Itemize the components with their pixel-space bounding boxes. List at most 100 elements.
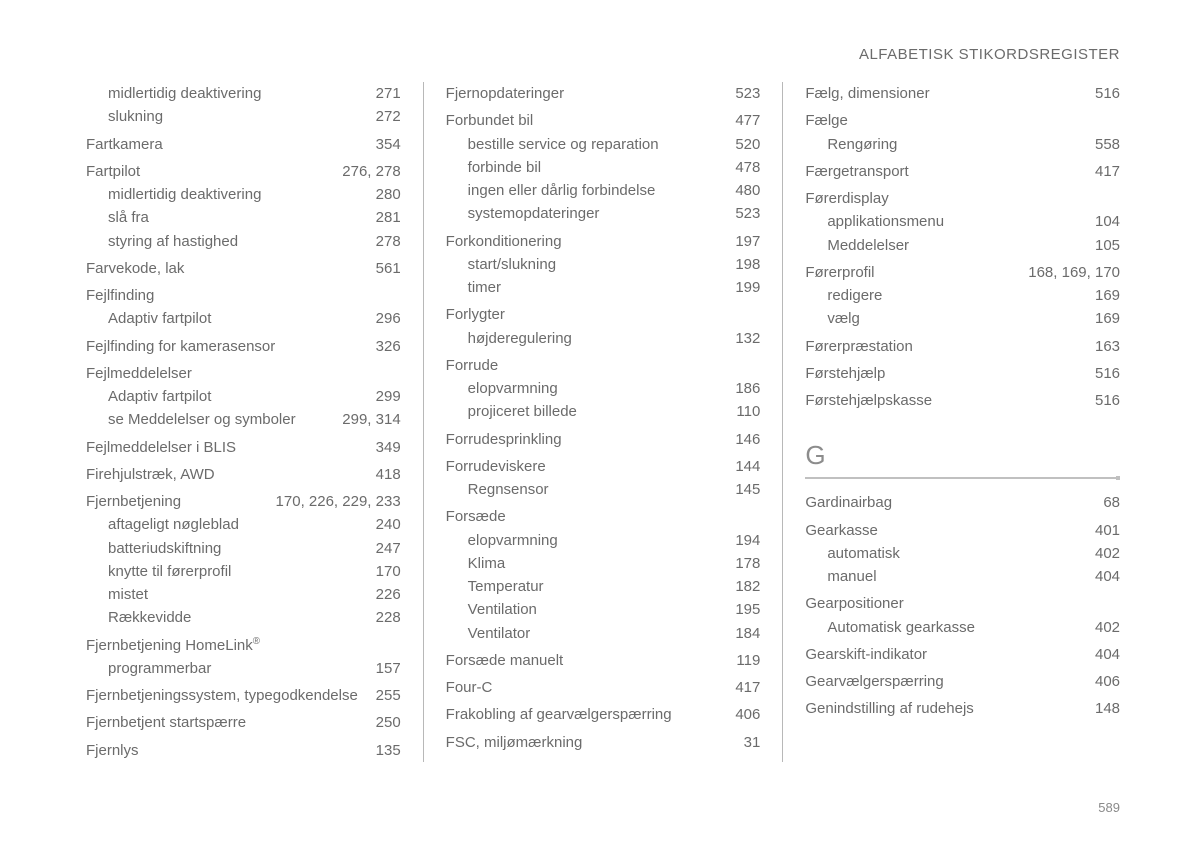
entry-page: 170 (376, 560, 401, 583)
index-group: Fejlfinding for kamerasensor326 (86, 335, 401, 358)
entry-label: ingen eller dårlig forbindelse (468, 179, 736, 202)
index-entry: Ventilator184 (446, 622, 761, 645)
entry-label: applikationsmenu (827, 210, 1095, 233)
index-entry: Farvekode, lak561 (86, 257, 401, 280)
entry-page: 402 (1095, 616, 1120, 639)
index-group: Forrudeelopvarmning186projiceret billede… (446, 354, 761, 424)
index-entry: Fartpilot276, 278 (86, 160, 401, 183)
index-group: Gearvælgerspærring406 (805, 670, 1120, 693)
entry-label: vælg (827, 307, 1095, 330)
index-group: FSC, miljømærkning31 (446, 731, 761, 754)
index-entry: knytte til førerprofil170 (86, 560, 401, 583)
entry-page: 278 (376, 230, 401, 253)
entry-label: Temperatur (468, 575, 736, 598)
entry-page: 31 (744, 731, 761, 754)
index-entry: Førerdisplay (805, 187, 1120, 210)
index-entry: Fejlfinding (86, 284, 401, 307)
index-entry: Forbundet bil477 (446, 109, 761, 132)
entry-page: 228 (376, 606, 401, 629)
entry-label: Forsæde (446, 505, 761, 528)
entry-label: projiceret billede (468, 400, 737, 423)
entry-page: 404 (1095, 643, 1120, 666)
entry-label: Fartpilot (86, 160, 342, 183)
entry-label: Regnsensor (468, 478, 736, 501)
entry-label: bestille service og reparation (468, 133, 736, 156)
entry-label: Fejlmeddelelser (86, 362, 401, 385)
entry-label: Adaptiv fartpilot (108, 307, 376, 330)
entry-label: Forrudesprinkling (446, 428, 736, 451)
entry-label: forbinde bil (468, 156, 736, 179)
index-group: Fjernbetjeningssystem, typegodkendelse25… (86, 684, 401, 707)
entry-page: 296 (376, 307, 401, 330)
entry-label: redigere (827, 284, 1095, 307)
index-entry: Forsæde (446, 505, 761, 528)
index-entry: Gearvælgerspærring406 (805, 670, 1120, 693)
entry-label: Forsæde manuelt (446, 649, 737, 672)
index-group: Førerprofil168, 169, 170redigere169vælg1… (805, 261, 1120, 331)
entry-page: 520 (735, 133, 760, 156)
index-entry: applikationsmenu104 (805, 210, 1120, 233)
entry-label: batteriudskiftning (108, 537, 376, 560)
index-group: Forbundet bil477bestille service og repa… (446, 109, 761, 225)
entry-page: 157 (376, 657, 401, 680)
column-1: midlertidig deaktivering 271slukning272 Fa… (86, 82, 423, 766)
entry-page: 417 (1095, 160, 1120, 183)
index-group: Fartpilot276, 278midlertidig deaktiverin… (86, 160, 401, 253)
entry-page: 417 (735, 676, 760, 699)
index-entry: bestille service og reparation520 (446, 133, 761, 156)
entry-label: Forrude (446, 354, 761, 377)
entry-page: 406 (1095, 670, 1120, 693)
entry-label: Gearvælgerspærring (805, 670, 1095, 693)
entry-label: slå fra (108, 206, 376, 229)
entry-label: Fjernbetjening HomeLink® (86, 634, 401, 657)
entry-label: Gardinairbag (805, 491, 1103, 514)
index-entry: Førstehjælpskasse516 (805, 389, 1120, 412)
index-entry: elopvarmning186 (446, 377, 761, 400)
entry-label: Førerpræstation (805, 335, 1095, 358)
index-entry: Forsæde manuelt119 (446, 649, 761, 672)
entry-label: Fjernbetjent startspærre (86, 711, 376, 734)
index-entry: automatisk402 (805, 542, 1120, 565)
entry-label: Fartkamera (86, 133, 376, 156)
index-entry: Gearpositioner (805, 592, 1120, 615)
index-entry: Adaptiv fartpilot296 (86, 307, 401, 330)
index-group: Førerdisplayapplikationsmenu104Meddelels… (805, 187, 1120, 257)
entry-label: timer (468, 276, 736, 299)
entry-page: 349 (376, 436, 401, 459)
entry-label: elopvarmning (468, 377, 736, 400)
entry-page: 418 (376, 463, 401, 486)
entry-label: Fjernlys (86, 739, 376, 762)
index-columns: midlertidig deaktivering 271slukning272 Fa… (86, 82, 1120, 766)
entry-label: mistet (108, 583, 376, 606)
index-group: Fjernbetjening170, 226, 229, 233aftageli… (86, 490, 401, 630)
entry-label: Førstehjælp (805, 362, 1095, 385)
index-entry: systemopdateringer523 (446, 202, 761, 225)
entry-page: 104 (1095, 210, 1120, 233)
index-entry: Fjernbetjening HomeLink® (86, 634, 401, 657)
index-entry: slukning272 (86, 105, 401, 128)
index-group: Gearskift-indikator404 (805, 643, 1120, 666)
index-group: Fjernbetjening HomeLink®programmerbar157 (86, 634, 401, 681)
entry-page: 240 (376, 513, 401, 536)
index-group: GearpositionerAutomatisk gearkasse402 (805, 592, 1120, 639)
entry-page: 516 (1095, 82, 1120, 105)
entry-page: 132 (735, 327, 760, 350)
index-group: Førerpræstation163 (805, 335, 1120, 358)
entry-page: 199 (735, 276, 760, 299)
entry-label: midlertidig deaktivering (108, 183, 376, 206)
entry-label: Forbundet bil (446, 109, 736, 132)
index-group: Forrudesprinkling146 (446, 428, 761, 451)
entry-page: 271 (376, 82, 401, 105)
index-group: Four-C417 (446, 676, 761, 699)
entry-page: 170, 226, 229, 233 (276, 490, 401, 513)
entry-page: 516 (1095, 389, 1120, 412)
entry-label: Fælge (805, 109, 1120, 132)
index-entry: Fjernopdateringer523 (446, 82, 761, 105)
index-entry: FSC, miljømærkning31 (446, 731, 761, 754)
index-entry: Førstehjælp516 (805, 362, 1120, 385)
entry-page: 247 (376, 537, 401, 560)
index-entry: se Meddelelser og symboler299, 314 (86, 408, 401, 431)
index-entry: Meddelelser105 (805, 234, 1120, 257)
entry-page: 110 (736, 400, 760, 423)
index-group: Firehjulstræk, AWD418 (86, 463, 401, 486)
